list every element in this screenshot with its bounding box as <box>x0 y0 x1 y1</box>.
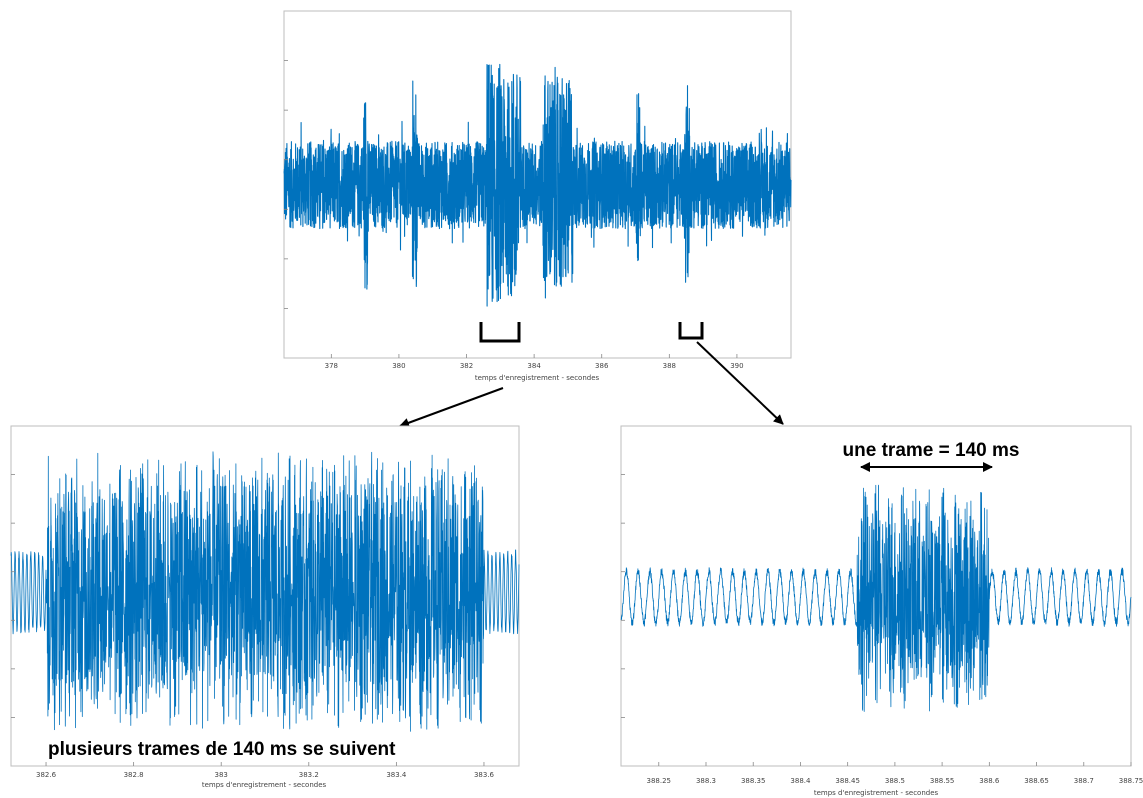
zoom-arrow-left <box>399 387 504 428</box>
x-tick-label: 388.3 <box>696 777 716 785</box>
overview-signal <box>283 63 792 307</box>
zoom-right-x-axis-label: temps d'enregistrement - secondes <box>814 789 939 797</box>
x-tick-label: 382 <box>460 362 473 370</box>
signal-trace <box>283 63 792 307</box>
signal-trace <box>10 451 520 732</box>
x-tick-label: 382.6 <box>36 771 57 779</box>
x-tick-label: 388 <box>663 362 676 370</box>
zoom-bracket-right <box>678 322 704 340</box>
x-tick-label: 388.7 <box>1074 777 1094 785</box>
x-tick-label: 388.55 <box>930 777 955 785</box>
x-tick-label: 384 <box>527 362 541 370</box>
zoom-right-x-ticks: 388.25 388.3 388.35 388.4 388.45 388.5 388.55 3… <box>621 474 1143 785</box>
x-tick-label: 383.6 <box>474 771 495 779</box>
zoom-left-chart: 382.6 382.8 383 383.2 383.4 383.6 temps d'enr… <box>10 425 520 789</box>
x-tick-label: 390 <box>730 362 743 370</box>
zoom-left-caption: plusieurs trames de 140 ms se suivent <box>48 739 396 760</box>
x-tick-label: 388.75 <box>1119 777 1143 785</box>
x-tick-label: 386 <box>595 362 609 370</box>
x-tick-label: 388.5 <box>885 777 905 785</box>
zoom-right-chart: 388.25 388.3 388.35 388.4 388.45 388.5 388.55 3… <box>620 425 1143 797</box>
x-tick-label: 383.4 <box>386 771 407 779</box>
zoom-right-caption: une trame = 140 ms <box>843 440 1020 461</box>
x-tick-label: 388.65 <box>1024 777 1049 785</box>
x-tick-label: 380 <box>392 362 405 370</box>
zoom-left-signal <box>10 451 520 732</box>
x-tick-label: 388.45 <box>835 777 860 785</box>
x-tick-label: 388.25 <box>647 777 672 785</box>
zoom-left-x-axis-label: temps d'enregistrement - secondes <box>202 781 327 789</box>
overview-chart: 378 380 382 384 386 388 390 temps d'enregistre… <box>283 10 792 382</box>
x-tick-label: 383 <box>215 771 228 779</box>
overview-x-ticks: 378 380 382 384 386 388 390 <box>284 60 744 370</box>
x-tick-label: 388.4 <box>790 777 811 785</box>
x-tick-label: 388.35 <box>741 777 766 785</box>
x-tick-label: 378 <box>325 362 338 370</box>
signal-trace <box>620 484 1132 712</box>
x-tick-label: 383.2 <box>299 771 319 779</box>
zoom-bracket-left <box>479 322 521 343</box>
x-tick-label: 388.6 <box>979 777 1000 785</box>
zoom-arrow-right <box>696 341 784 425</box>
overview-x-axis-label: temps d'enregistrement - secondes <box>475 374 600 382</box>
x-tick-label: 382.8 <box>124 771 144 779</box>
zoom-left-x-ticks: 382.6 382.8 383 383.2 383.4 383.6 <box>11 474 495 779</box>
zoom-right-signal <box>620 484 1132 712</box>
